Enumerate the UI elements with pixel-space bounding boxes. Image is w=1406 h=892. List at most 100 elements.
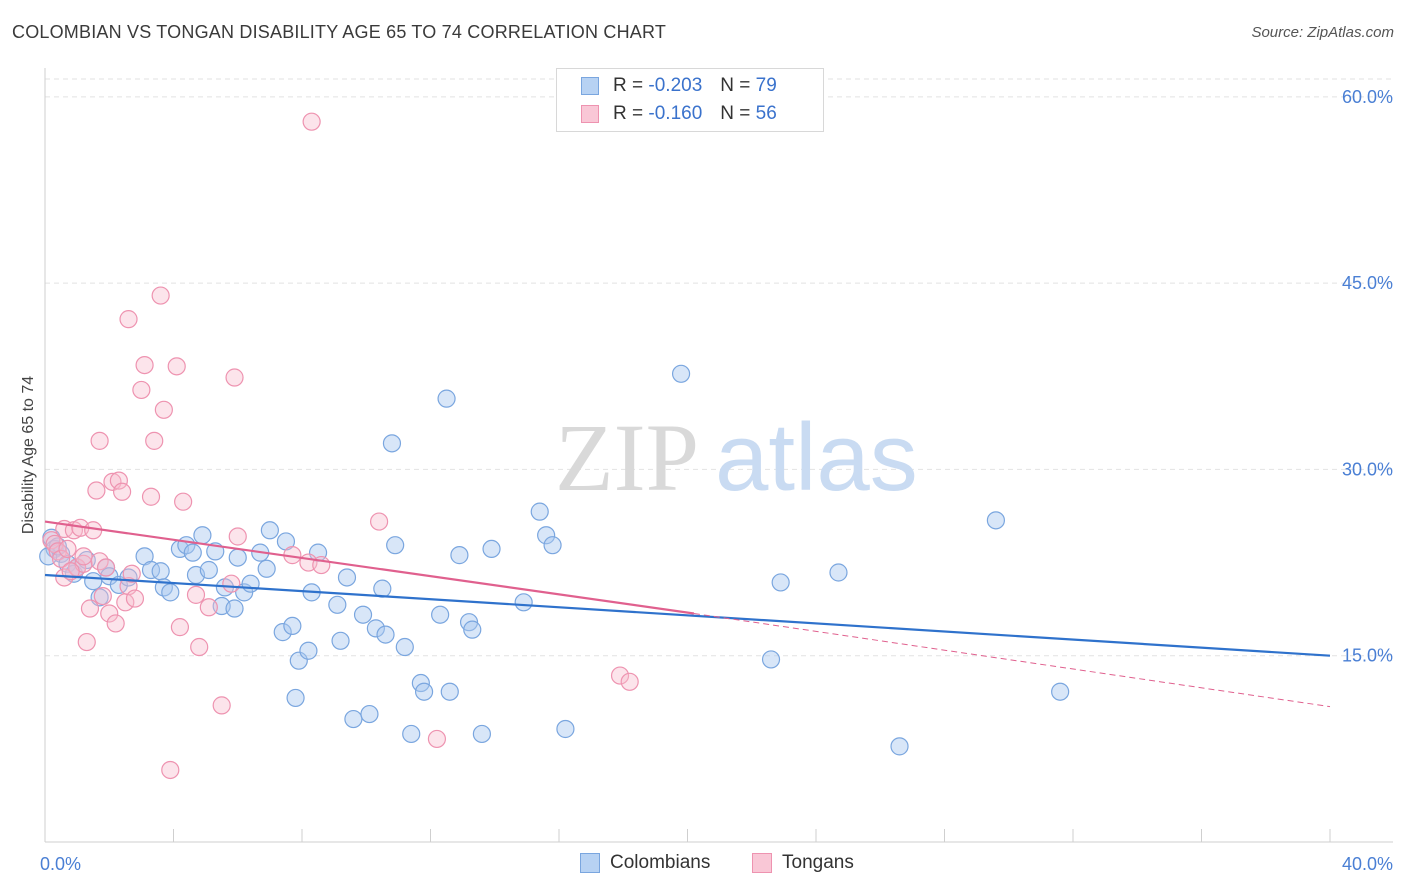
colombian-point (890, 737, 909, 756)
legend-r-label: R = (613, 75, 644, 96)
tongan-point (77, 632, 96, 652)
colombian-point (530, 502, 549, 521)
colombian-point (414, 682, 434, 701)
tongan-point (112, 482, 132, 501)
tongan-point (106, 614, 125, 633)
colombian-point (328, 595, 347, 614)
tongan-point (80, 599, 100, 618)
colombian-point (395, 637, 414, 657)
stats-legend: R = -0.203 N = 79 R = -0.160 N = 56 (556, 68, 824, 132)
colombian-point (151, 562, 170, 581)
tongan-point (186, 585, 206, 604)
tongan-point (212, 696, 231, 715)
colombian-point (273, 623, 292, 642)
colombian-point (671, 364, 691, 383)
series-tongans (42, 112, 639, 780)
colombian-point (260, 521, 279, 540)
colombian-point (402, 724, 421, 744)
tongan-point (135, 355, 154, 375)
tongan-point (225, 368, 244, 387)
x-tick-label: 40.0% (1342, 854, 1393, 874)
tongan-point (100, 604, 119, 623)
gridlines (45, 78, 1393, 657)
legend-row-colombians: R = -0.203 N = 79 (581, 74, 777, 98)
colombian-point (373, 579, 392, 598)
tongan-point (427, 729, 447, 749)
tongan-point (87, 481, 106, 500)
y-tick-label: 60.0% (1342, 87, 1393, 107)
colombian-trend-line (44, 573, 1331, 657)
y-tick-labels: 15.0% 30.0% 45.0% 60.0% (1342, 87, 1393, 666)
colombian-point (183, 543, 202, 562)
tongan-point (620, 672, 639, 691)
watermark-zip: ZIP (555, 404, 699, 511)
colombian-point (431, 605, 450, 624)
legend-n-value: 79 (755, 75, 777, 96)
series-legend: Colombians Tongans (0, 852, 1406, 876)
tongan-point (145, 431, 164, 450)
y-axis-title: Disability Age 65 to 74 (20, 376, 37, 534)
colombian-point (199, 560, 218, 580)
colombian-point (161, 583, 180, 602)
colombian-point (353, 605, 373, 624)
tongan-point (370, 512, 389, 531)
tongan-point (93, 586, 112, 606)
tongan-point (170, 618, 190, 637)
y-tick-label: 15.0% (1342, 646, 1393, 666)
colombian-point (514, 593, 533, 612)
colombian-point (771, 573, 790, 592)
legend-r-label: R = (613, 103, 644, 124)
colombian-point (829, 563, 848, 582)
tongan-point (109, 471, 128, 490)
colombian-point (193, 526, 212, 545)
colombian-point (225, 599, 244, 618)
y-tick-label: 30.0% (1342, 459, 1393, 479)
colombian-point (286, 688, 305, 708)
colombian-point (761, 650, 781, 669)
colombian-point (344, 709, 363, 729)
watermark: ZIP atlas (555, 404, 918, 511)
tongan-point (90, 431, 109, 450)
colombian-point (556, 719, 575, 739)
tongan-point (167, 357, 186, 376)
source-credit: Source: ZipAtlas.com (1251, 24, 1394, 41)
legend-swatch-colombians (580, 853, 600, 873)
tongan-point (103, 472, 122, 491)
colombian-point (283, 616, 302, 636)
legend-swatch-colombians (581, 77, 599, 95)
colombian-point (986, 511, 1006, 530)
colombian-point (257, 559, 276, 578)
tongan-trend-line (44, 520, 695, 615)
tongan-point (228, 527, 247, 546)
trend-lines (44, 520, 1331, 708)
legend-n-label: N = (720, 103, 751, 124)
tongan-point (122, 564, 141, 583)
colombian-point (141, 560, 161, 580)
legend-label-tongans: Tongans (782, 852, 854, 873)
tongan-point (174, 492, 193, 511)
legend-label-colombians: Colombians (610, 852, 711, 873)
legend-swatch-tongans (752, 853, 772, 873)
colombian-point (360, 704, 379, 724)
tongan-point (51, 549, 71, 568)
colombian-point (386, 536, 405, 555)
colombian-point (1051, 682, 1070, 701)
series-colombians (39, 364, 1070, 756)
colombian-point (463, 620, 482, 639)
colombian-point (84, 572, 103, 591)
colombian-point (289, 651, 308, 670)
x-tick-label: 0.0% (40, 854, 81, 874)
tongan-point (161, 760, 180, 780)
colombian-point (482, 539, 501, 559)
colombian-point (472, 724, 491, 744)
chart-title: COLOMBIAN VS TONGAN DISABILITY AGE 65 TO… (12, 22, 667, 42)
tongan-point (610, 666, 630, 685)
legend-r-value: -0.160 (648, 103, 703, 124)
colombian-point (537, 526, 556, 545)
tongan-point (199, 598, 218, 617)
colombian-point (376, 625, 395, 644)
tongan-point (119, 310, 138, 329)
colombian-point (241, 574, 260, 593)
legend-item-colombians: Colombians (580, 852, 710, 874)
